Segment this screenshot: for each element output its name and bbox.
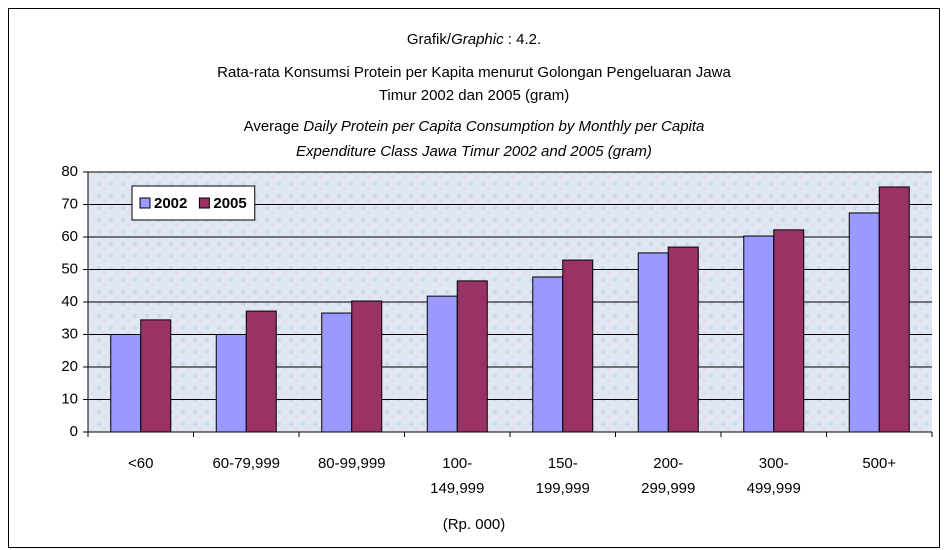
chart-title: Average Daily Protein per Capita Consump… [244,118,705,135]
bar [456,280,488,433]
title-segment: : 4.2. [504,31,542,48]
x-tick-label: 300- [759,455,789,472]
x-tick-label: 150- [548,455,578,472]
x-tick-label: 200- [653,455,683,472]
bar [878,186,910,433]
title-segment: Grafik/ [407,31,452,48]
legend-swatch [139,197,151,209]
x-tick-label: 299,999 [641,480,695,497]
title-segment: Timur 2002 dan 2005 (gram) [379,87,569,104]
chart-title: Rata-rata Konsumsi Protein per Kapita me… [217,64,731,81]
chart-title: Timur 2002 dan 2005 (gram) [379,87,569,104]
y-tick-label: 30 [61,325,78,342]
bar [667,246,699,433]
x-tick-label: 499,999 [747,480,801,497]
bar [215,334,247,433]
x-tick-label: 199,999 [536,480,590,497]
title-segment: Expenditure Class Jawa Timur 2002 and 20… [296,143,652,160]
legend [131,185,256,221]
y-tick-label: 10 [61,390,78,407]
legend-swatch [198,197,210,209]
title-segment: Daily Protein per Capita Consumption by … [303,118,704,135]
bar [743,235,775,433]
y-tick-label: 50 [61,260,78,277]
x-tick-label: 500+ [862,455,896,472]
y-tick-label: 60 [61,228,78,245]
bar [321,312,353,433]
bar [245,310,277,433]
bar [426,295,458,433]
bar [637,252,669,433]
legend-label: 2002 [154,195,187,212]
bar [532,276,564,433]
x-tick-label: 80-99,999 [318,455,386,472]
bar [351,300,383,433]
title-segment: Rata-rata Konsumsi Protein per Kapita me… [217,64,731,81]
bar [848,212,880,433]
chart-title: Expenditure Class Jawa Timur 2002 and 20… [296,143,652,160]
bar [140,319,172,433]
y-tick-label: 0 [70,423,78,440]
x-tick-label: <60 [128,455,153,472]
y-tick-label: 40 [61,293,78,310]
y-tick-label: 70 [61,195,78,212]
chart-title: Grafik/Graphic : 4.2. [407,31,541,48]
title-segment: Graphic [451,31,504,48]
legend-label: 2005 [213,195,246,212]
y-tick-label: 20 [61,358,78,375]
x-tick-label: 149,999 [430,480,484,497]
y-tick-label: 80 [61,163,78,180]
x-tick-label: 100- [442,455,472,472]
x-axis-label: (Rp. 000) [443,516,506,533]
title-segment: Average [244,118,304,135]
bar [562,259,594,433]
x-tick-label: 60-79,999 [212,455,280,472]
bar [773,229,805,433]
bar [110,334,142,433]
